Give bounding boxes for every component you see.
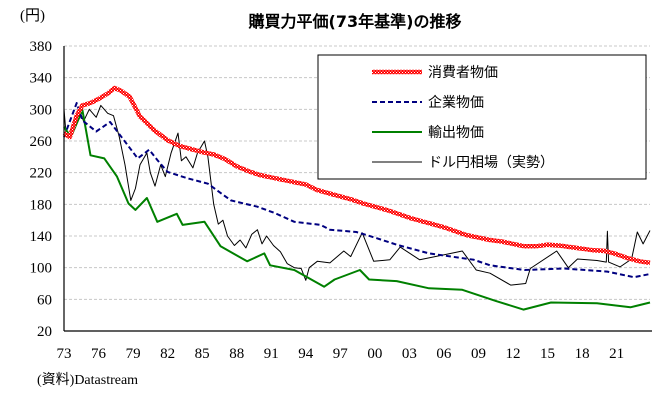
x-tick-label: 06 [436, 346, 452, 362]
legend-item: 企業物価 [372, 94, 484, 111]
legend-label: ドル円相場（実勢） [428, 155, 554, 171]
legend-item: 消費者物価 [372, 65, 498, 81]
x-tick-label: 03 [402, 346, 417, 362]
y-tick-labels: 20 60 100 140 180 220 260 300 340 380 [30, 39, 53, 340]
legend-label: 輸出物価 [428, 125, 484, 141]
legend-label: 企業物価 [428, 94, 484, 111]
x-tick-label: 21 [609, 346, 624, 362]
y-tick-label: 100 [30, 261, 53, 277]
x-tick-label: 91 [264, 346, 279, 362]
x-tick-label: 79 [126, 346, 141, 362]
x-tick-label: 85 [195, 346, 210, 362]
legend-item: ドル円相場（実勢） [372, 155, 554, 171]
y-tick-label: 260 [30, 134, 53, 150]
gridlines [64, 45, 650, 300]
series-lines [62, 85, 651, 311]
x-tick-label: 94 [298, 346, 314, 362]
x-tick-label: 73 [57, 346, 72, 362]
chart-title: 購買力平価(73年基準)の推移 [248, 12, 462, 31]
legend-box [317, 54, 647, 180]
x-tick-label: 09 [471, 346, 486, 362]
series-line-1 [63, 102, 651, 279]
y-tick-label: 340 [30, 71, 53, 87]
source-note: (資料)Datastream [37, 372, 138, 388]
y-tick-label: 20 [37, 324, 52, 340]
x-tick-label: 88 [229, 346, 244, 362]
x-tick-label: 15 [540, 346, 555, 362]
y-tick-label: 300 [30, 102, 53, 118]
x-tick-label: 76 [91, 346, 107, 362]
y-tick-label: 380 [30, 39, 53, 55]
x-tick-labels: 73 76 79 82 85 88 91 94 97 00 03 06 09 12 15 18 21 [57, 346, 625, 362]
x-tick-label: 12 [505, 346, 520, 362]
y-tick-label: 220 [30, 166, 53, 182]
x-tick-label: 00 [367, 346, 382, 362]
x-tick-label: 18 [575, 346, 590, 362]
legend-label: 消費者物価 [428, 65, 498, 81]
y-tick-label: 180 [30, 197, 53, 213]
series-line-3 [63, 104, 651, 286]
x-tick-label: 97 [333, 346, 349, 362]
series-line-0 [62, 85, 651, 266]
y-tick-label: 140 [30, 229, 53, 245]
legend-item: 輸出物価 [372, 125, 484, 141]
y-tick-label: 60 [37, 292, 52, 308]
x-tick-label: 82 [160, 346, 175, 362]
series-line-2 [63, 109, 651, 311]
y-axis-unit-label: (円) [20, 8, 45, 24]
